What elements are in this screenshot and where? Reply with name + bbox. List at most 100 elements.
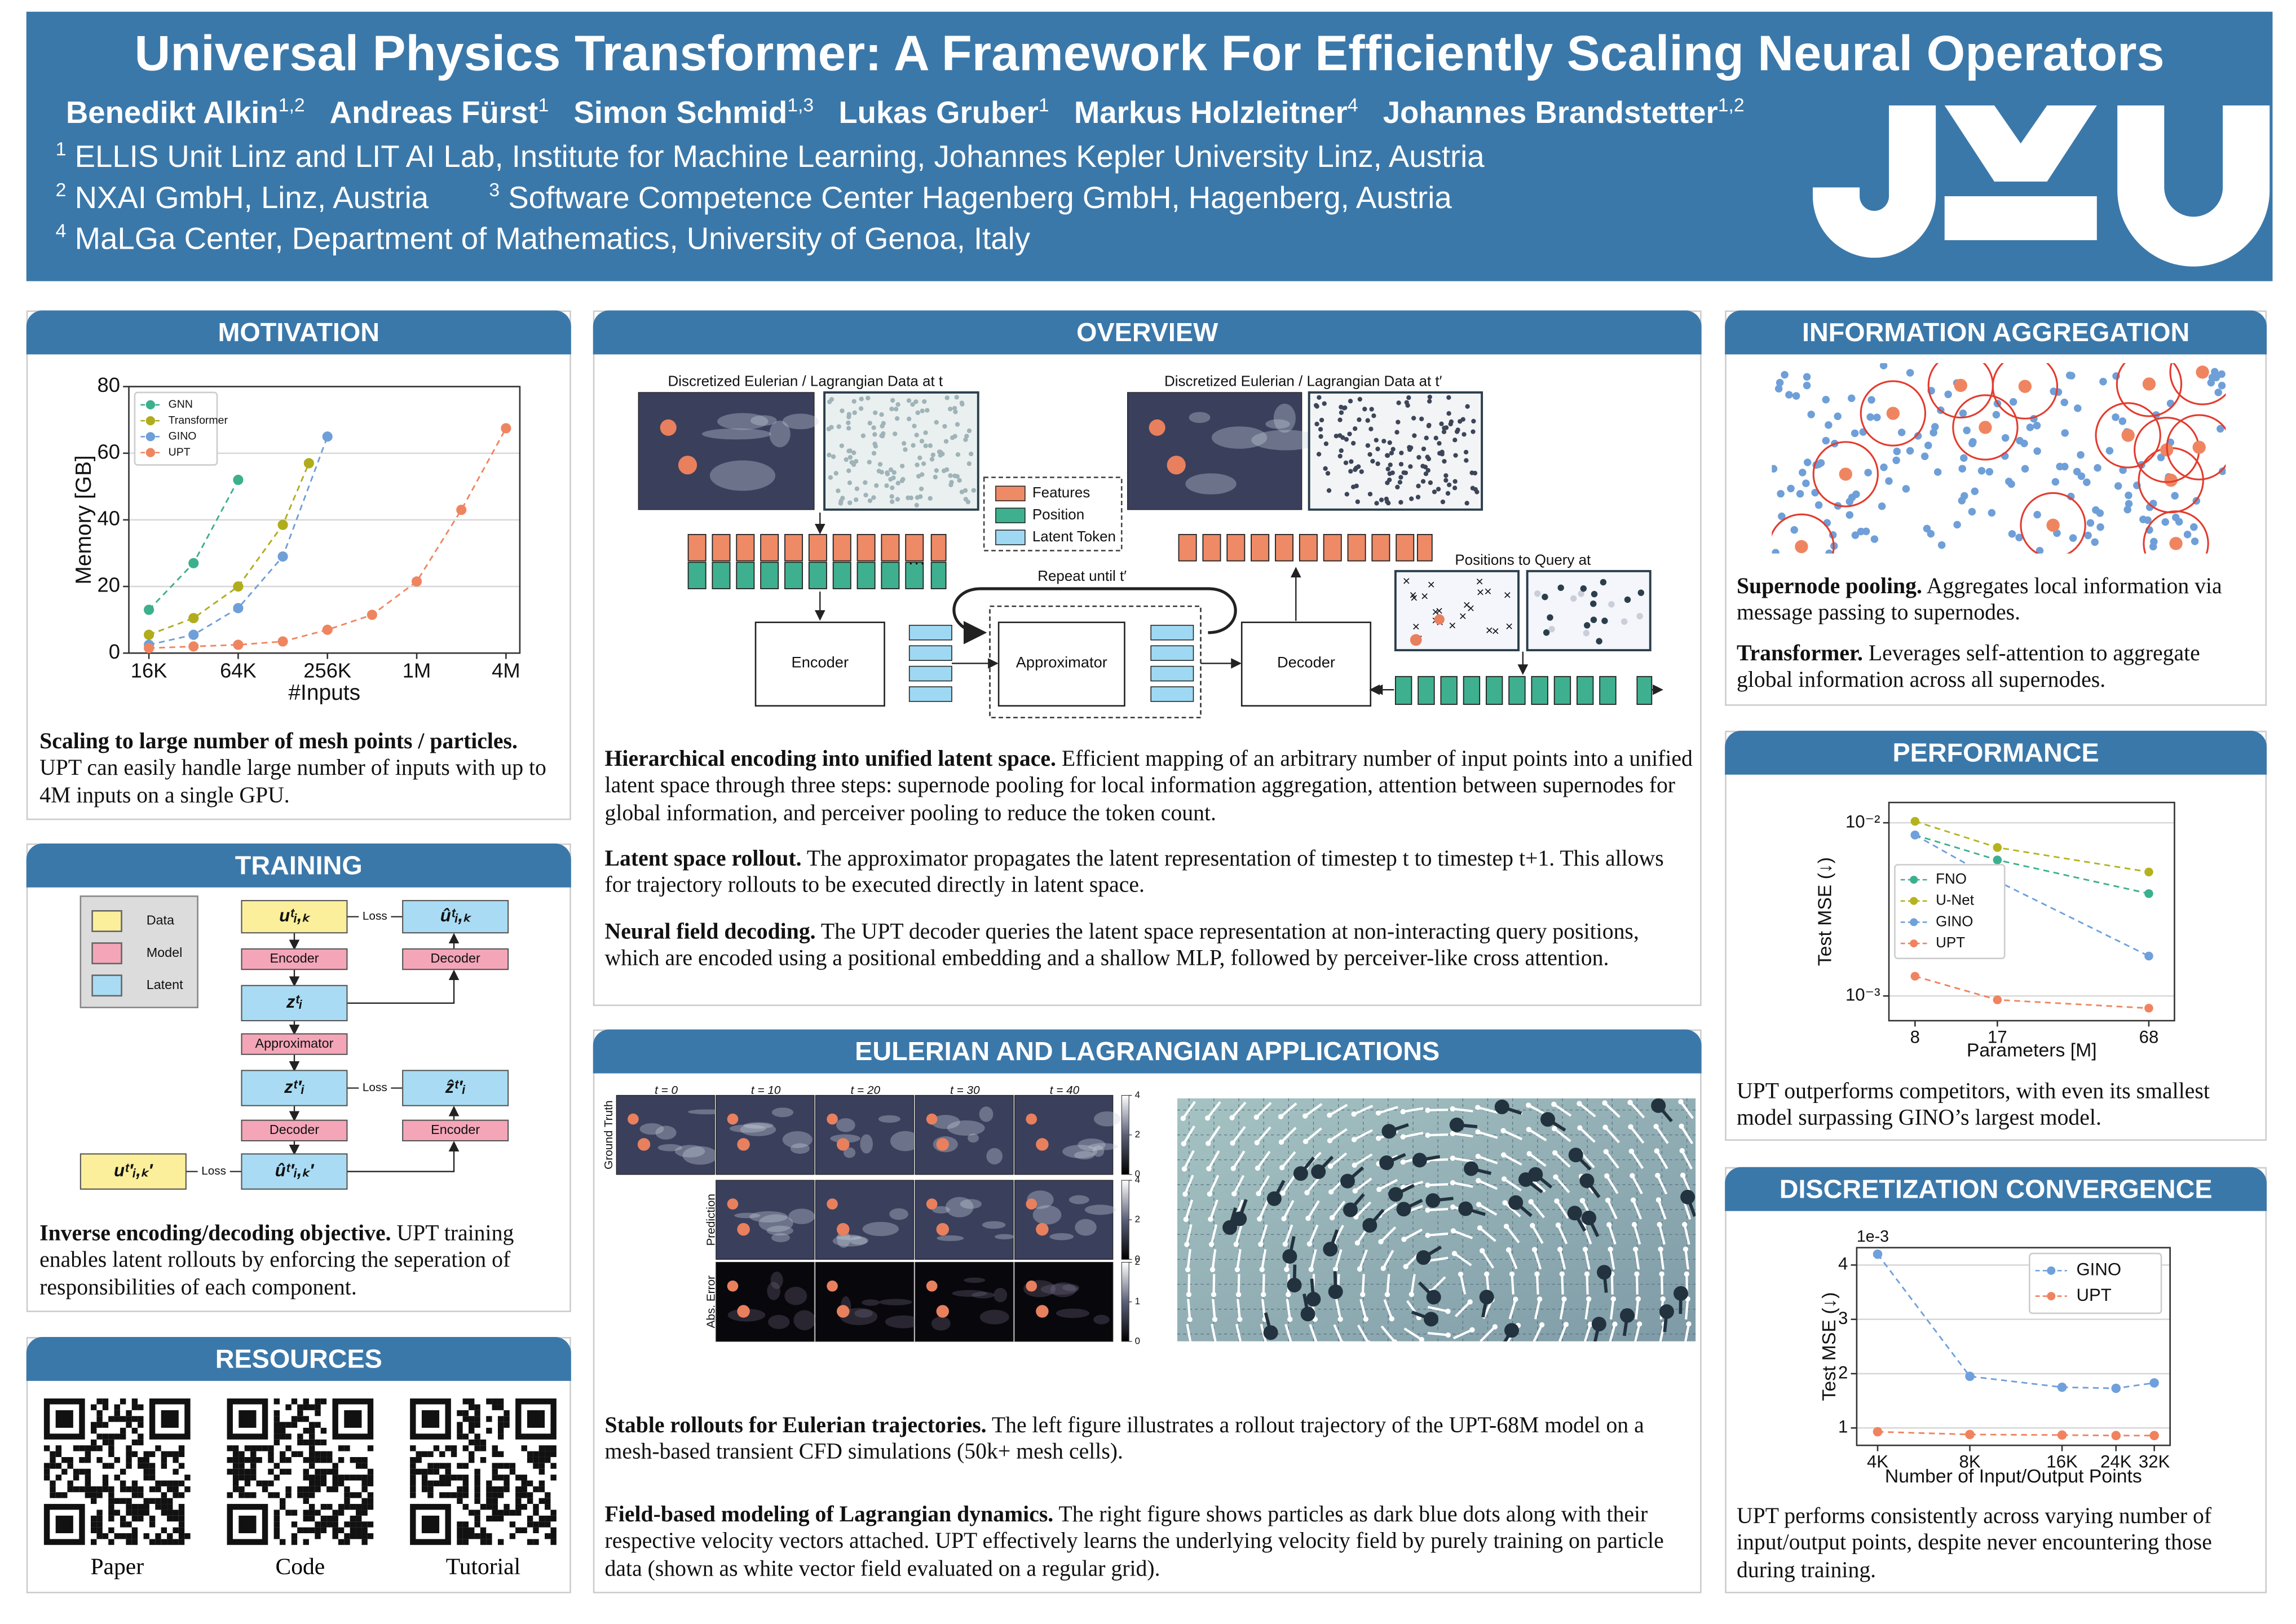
- diagram-label: ûᵗᵢ,ₖ: [440, 906, 472, 925]
- vector-head: [1328, 1189, 1334, 1195]
- diagram-box: [241, 1153, 348, 1190]
- particle: [1470, 486, 1476, 491]
- qr-module: [268, 1468, 274, 1475]
- particle: [838, 498, 844, 504]
- vector-head: [1314, 1341, 1319, 1346]
- token: [1440, 676, 1458, 705]
- particle: [952, 405, 957, 411]
- lead: Neural field decoding.: [604, 919, 816, 945]
- qr-module: [445, 1445, 451, 1451]
- point: [1960, 454, 1968, 462]
- qr-module: [303, 1510, 309, 1516]
- colorbar-tick-label: 2: [1135, 1129, 1140, 1140]
- qr-module: [126, 1539, 132, 1545]
- qr-module: [457, 1422, 463, 1428]
- panel-title: EULERIAN AND LAGRANGIAN APPLICATIONS: [593, 1029, 1702, 1074]
- particle: [1311, 1164, 1326, 1179]
- point: [1785, 391, 1793, 399]
- panel: [26, 310, 571, 820]
- qr-module: [120, 1480, 126, 1486]
- vector: [1480, 1326, 1496, 1341]
- flow-swirl: [844, 1147, 856, 1158]
- qr-module: [332, 1463, 338, 1469]
- qr-module: [462, 1486, 469, 1493]
- vector: [1237, 1299, 1241, 1320]
- legend-marker: [2047, 1292, 2056, 1301]
- point: [1787, 484, 1795, 493]
- point: [1914, 432, 1922, 440]
- qr-module: [303, 1428, 309, 1434]
- point: [1803, 373, 1811, 381]
- qr-module: [538, 1515, 545, 1522]
- qr-module: [55, 1445, 62, 1451]
- flow-swirl: [854, 1309, 873, 1318]
- point: [1923, 524, 1931, 533]
- qr-module: [439, 1480, 445, 1486]
- vector: [1354, 1177, 1372, 1192]
- flow-swirl: [769, 420, 791, 448]
- qr-module: [504, 1480, 510, 1486]
- vector: [1280, 1127, 1297, 1143]
- particle: [1371, 413, 1376, 418]
- qr-module: [167, 1451, 173, 1457]
- qr-module: [273, 1492, 280, 1498]
- particle: [1447, 482, 1452, 488]
- flow-field: [915, 1180, 1014, 1260]
- diagram-label: ûᵗ′ᵢ,ₖ′: [275, 1160, 315, 1180]
- plot-frame: [128, 386, 521, 654]
- vector-head: [1628, 1148, 1635, 1154]
- qr-module: [167, 1480, 173, 1486]
- supernode: [2192, 440, 2206, 454]
- query-point: [1636, 612, 1643, 620]
- qr-module: [239, 1463, 245, 1469]
- vector: [1208, 1175, 1220, 1195]
- qr-module: [108, 1433, 114, 1440]
- particle: [1407, 445, 1412, 450]
- point: [1792, 392, 1800, 400]
- point: [2119, 466, 2127, 474]
- vector: [1182, 1101, 1196, 1119]
- qr-module: [492, 1451, 498, 1457]
- qr-module: [344, 1498, 350, 1504]
- vector: [1334, 1249, 1343, 1270]
- qr-module: [338, 1510, 345, 1516]
- vector-head: [1363, 1316, 1368, 1322]
- flow-field: [716, 1095, 815, 1175]
- query-point: [1583, 622, 1591, 629]
- vector-head: [1635, 1296, 1641, 1302]
- vector: [1586, 1274, 1589, 1295]
- vector-head: [1526, 1151, 1532, 1157]
- flow-field: [716, 1261, 815, 1342]
- point: [2118, 417, 2127, 425]
- vector: [1427, 1331, 1449, 1336]
- panel-title: DISCRETIZATION CONVERGENCE: [1725, 1167, 2267, 1211]
- qr-module: [149, 1451, 156, 1457]
- query-point: [1578, 590, 1584, 597]
- qr-module: [504, 1410, 510, 1416]
- qr-module: [410, 1445, 416, 1451]
- particle: [1409, 496, 1414, 501]
- qr-module: [250, 1492, 257, 1498]
- point: [1929, 429, 1937, 436]
- qr-module: [462, 1539, 469, 1545]
- loss-label: Loss: [363, 1081, 387, 1094]
- diagram-label: zᵗᵢ: [286, 992, 303, 1012]
- qr-module: [338, 1445, 345, 1451]
- qr-module: [85, 1475, 91, 1481]
- particle: [1396, 400, 1401, 405]
- vector: [1477, 1179, 1498, 1190]
- particle: [889, 407, 894, 412]
- vector-head: [1552, 1150, 1558, 1156]
- y-tick-label: 1: [1838, 1417, 1848, 1437]
- qr-module: [161, 1451, 167, 1457]
- qr-module: [474, 1404, 480, 1410]
- qr-module: [492, 1498, 498, 1504]
- qr-module: [361, 1521, 368, 1528]
- qr-module: [497, 1404, 504, 1410]
- vector-head: [1484, 1271, 1490, 1277]
- qr-module: [126, 1521, 132, 1528]
- particle: [1354, 483, 1359, 488]
- vector-head: [1184, 1242, 1190, 1247]
- vector: [1212, 1274, 1216, 1295]
